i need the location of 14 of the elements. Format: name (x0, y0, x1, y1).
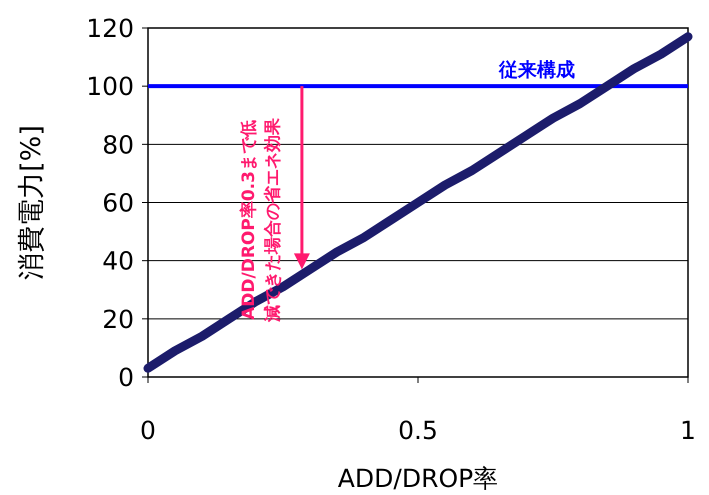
y-tick-label: 100 (86, 72, 134, 102)
y-tick-label: 20 (102, 304, 134, 334)
ref-line-label: 従来構成 (498, 59, 575, 82)
x-axis-title: ADD/DROP率 (338, 464, 498, 493)
y-tick-label: 120 (86, 14, 134, 43)
y-tick-label: 80 (102, 130, 134, 160)
x-tick-label: 0.5 (398, 416, 438, 445)
y-tick-label: 60 (102, 188, 134, 218)
annotation: ADD/DROP率0.3まで低減できた場合の省エネ効果 (238, 116, 283, 323)
y-tick-label: 0 (118, 363, 134, 392)
x-tick-label: 0 (140, 416, 156, 445)
x-tick-label: 1 (680, 416, 696, 445)
y-tick-label: 40 (102, 246, 134, 276)
y-axis-title: 消費電力[%] (16, 125, 47, 280)
